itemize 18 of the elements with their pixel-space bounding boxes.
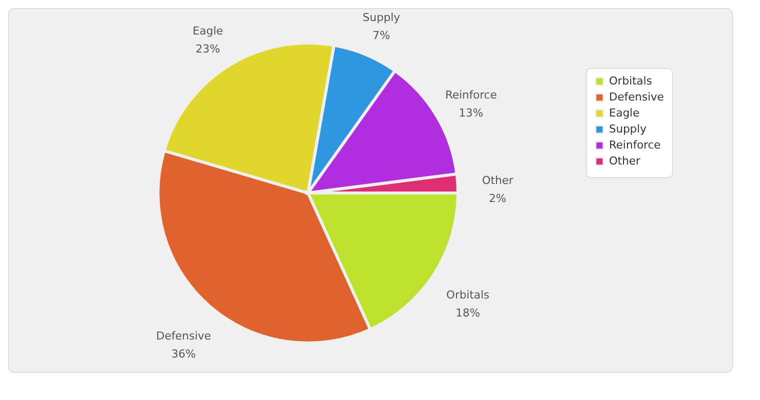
data-label: 36% [171, 348, 196, 361]
legend-label: Orbitals [609, 74, 652, 88]
legend-label: Eagle [609, 106, 640, 120]
slice-label: Supply [362, 10, 401, 24]
slice-label: Reinforce [445, 88, 498, 102]
slice-label: Orbitals [446, 288, 490, 302]
data-label: 2% [488, 192, 506, 205]
data-label: 23% [196, 42, 220, 56]
data-label: 18% [456, 306, 480, 320]
legend-label: Other [609, 154, 641, 168]
slice-label: Other [482, 174, 514, 187]
slice-label: Defensive [156, 330, 212, 343]
data-label: 13% [458, 106, 484, 120]
legend-label: Defensive [609, 90, 664, 104]
slice-label: Eagle [192, 24, 224, 38]
legend-label: Supply [609, 122, 647, 136]
data-label: 7% [372, 28, 390, 42]
legend-label: Reinforce [609, 138, 661, 152]
